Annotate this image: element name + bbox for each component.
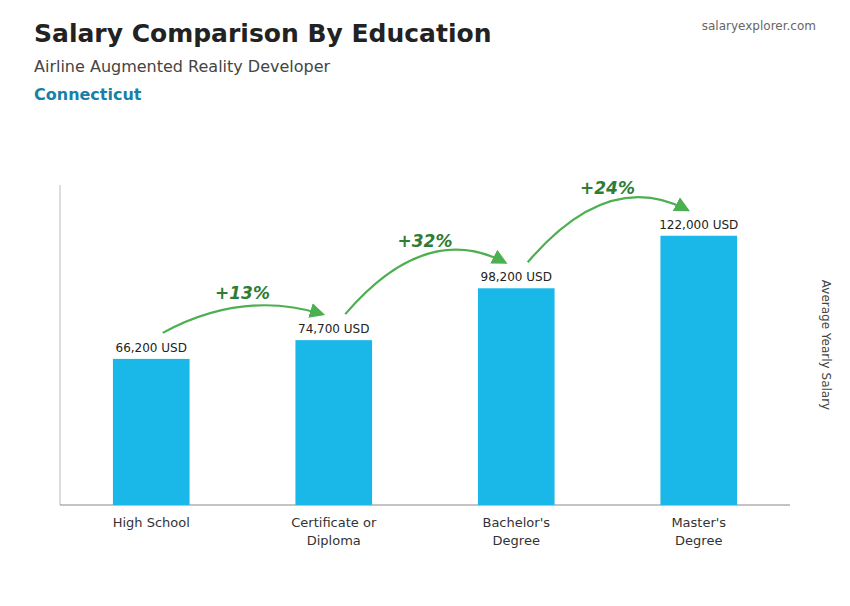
change-arrow xyxy=(528,197,688,262)
change-label: +13% xyxy=(215,283,270,303)
change-arrow xyxy=(163,305,323,333)
data-label: 98,200 USD xyxy=(481,270,552,284)
data-label: 74,700 USD xyxy=(298,322,369,336)
subtitle: Airline Augmented Reality Developer xyxy=(34,57,331,76)
title: Salary Comparison By Education xyxy=(34,19,491,48)
x-tick-label: High School xyxy=(113,515,190,530)
bars xyxy=(113,236,737,505)
change-label: +24% xyxy=(580,178,635,198)
source: salaryexplorer.com xyxy=(702,19,816,33)
chart: Salary Comparison By Education Airline Au… xyxy=(0,0,850,606)
y-axis-line xyxy=(60,185,61,505)
data-label: 122,000 USD xyxy=(659,218,738,232)
x-tick-label: Certificate orDiploma xyxy=(291,515,377,548)
change-label: +32% xyxy=(398,231,453,251)
data-label: 66,200 USD xyxy=(116,341,187,355)
x-tick-label: Bachelor'sDegree xyxy=(482,515,550,548)
bar xyxy=(295,340,372,505)
bar xyxy=(478,288,555,505)
y-axis-label: Average Yearly Salary xyxy=(819,280,833,410)
location: Connecticut xyxy=(34,85,142,104)
bar xyxy=(660,236,737,505)
change-arrow xyxy=(345,250,505,314)
x-tick-label: Master'sDegree xyxy=(671,515,726,548)
bar xyxy=(113,359,190,505)
